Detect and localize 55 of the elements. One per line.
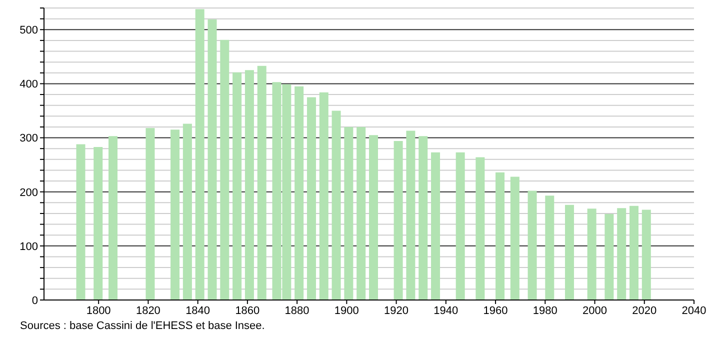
bar [545, 196, 554, 300]
bar [564, 204, 574, 300]
x-tick-label: 1880 [284, 304, 310, 317]
bar [244, 70, 254, 300]
x-tick-label: 1840 [186, 304, 210, 317]
source-note: Sources : base Cassini de l'EHESS et base Insee. [20, 320, 265, 332]
bar [369, 135, 378, 300]
y-tick-label: 300 [20, 132, 38, 145]
y-tick-label: 500 [20, 24, 38, 37]
bar [642, 210, 651, 300]
bar [182, 124, 192, 300]
x-tick-label: 1800 [86, 304, 111, 317]
bar [418, 136, 428, 300]
bar [170, 130, 180, 300]
x-tick-label: 1920 [384, 304, 409, 317]
bar [195, 9, 204, 300]
bar [528, 190, 537, 300]
x-tick-label: 1960 [483, 304, 508, 317]
bar [344, 126, 354, 300]
bar [394, 141, 403, 300]
y-tick-label: 100 [20, 240, 38, 253]
bar [456, 152, 465, 300]
bar [76, 144, 86, 300]
bar [306, 97, 316, 300]
bar [629, 206, 638, 300]
bar [431, 152, 440, 300]
bar [510, 176, 520, 300]
bar [617, 208, 626, 300]
x-tick-label: 1980 [532, 304, 558, 317]
bar [587, 208, 596, 300]
bar [232, 72, 242, 300]
bar [108, 136, 118, 300]
bar [406, 130, 416, 300]
y-tick-label: 0 [32, 294, 38, 307]
x-tick-label: 1820 [136, 304, 160, 317]
x-tick-label: 1860 [235, 304, 260, 317]
bar [208, 19, 217, 300]
x-tick-label: 2000 [582, 304, 608, 317]
bar [146, 128, 155, 300]
bar [257, 66, 266, 300]
bar [604, 214, 614, 300]
y-tick-label: 400 [20, 78, 38, 91]
bar [220, 40, 230, 300]
bar [356, 126, 366, 300]
bar [294, 86, 304, 300]
y-tick-label: 200 [20, 186, 38, 199]
x-tick-label: 1900 [334, 304, 359, 317]
bar [476, 157, 485, 300]
x-tick-label: 2040 [682, 304, 706, 317]
x-tick-label: 1940 [434, 304, 458, 317]
bar [332, 110, 341, 300]
bar [319, 92, 328, 300]
bar [94, 146, 103, 300]
bar [496, 172, 505, 300]
x-tick-label: 2020 [632, 304, 657, 317]
